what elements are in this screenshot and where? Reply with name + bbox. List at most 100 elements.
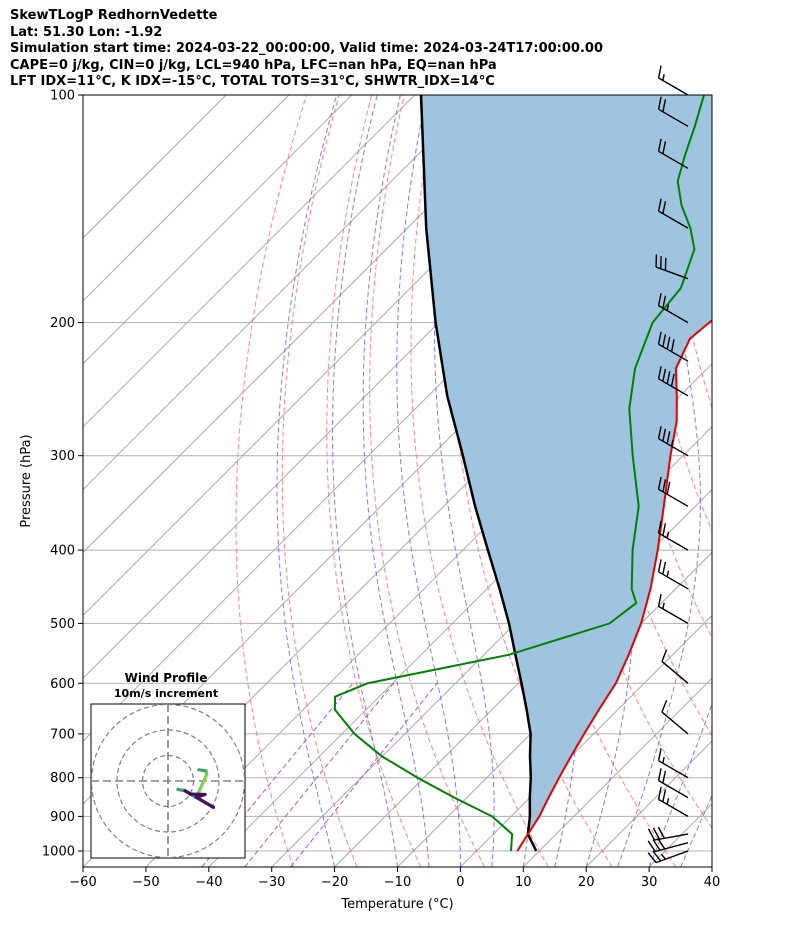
barb-half-flag [666, 531, 670, 539]
barb-shaft [658, 571, 689, 590]
barb-shaft [658, 378, 689, 397]
time-line: Simulation start time: 2024-03-22_00:00:… [10, 41, 603, 56]
y-tick-label-5: 600 [50, 677, 75, 692]
barb-flag [661, 700, 668, 713]
barb-flag [657, 786, 662, 800]
chart-title: SkewTLogP RedhornVedette [10, 8, 218, 23]
barb-shaft [658, 304, 689, 324]
hodo-segment-14 [194, 795, 215, 809]
wind-barb-16 [655, 254, 689, 280]
x-tick-label-9: 30 [641, 875, 658, 890]
barb-flag [657, 426, 662, 439]
isotherm-40 [711, 866, 712, 867]
barb-shaft [658, 605, 689, 625]
location-line: Lat: 51.30 Lon: -1.92 [10, 24, 163, 40]
barb-flag [662, 428, 667, 442]
dry-adiabat-110 [763, 95, 794, 867]
barb-half-flag [666, 304, 670, 311]
barb-flag [657, 331, 662, 345]
barb-shaft [658, 108, 689, 127]
y-axis-title: Pressure (hPa) [19, 434, 34, 527]
y-tick-label-4: 500 [50, 617, 75, 632]
barb-flag [670, 373, 675, 387]
barb-flag [662, 99, 667, 112]
plot-area [83, 95, 794, 867]
wind-barb-19 [657, 96, 689, 127]
axes: −60 −50 −40 −30 −20 −10 0 10 20 30 40 100 200 300 400 5… [42, 89, 720, 891]
barb-shaft [661, 660, 689, 684]
x-tick-label-6: 0 [456, 875, 464, 890]
barb-flag [661, 649, 668, 662]
wind-barb-5 [657, 748, 689, 779]
y-tick-label-1: 200 [50, 316, 75, 331]
barb-flag [657, 826, 665, 839]
mixing-ratio-0.4 [290, 682, 438, 867]
barb-flag [662, 770, 667, 784]
y-tick-label-7: 800 [50, 771, 75, 786]
barb-flag [657, 593, 662, 607]
barb-flag [662, 334, 667, 347]
inset-content [91, 704, 245, 858]
y-tick-label-3: 400 [50, 544, 75, 559]
wind-barb-15 [657, 293, 689, 324]
barb-flag [657, 837, 666, 850]
barb-flag [666, 431, 671, 444]
wind-barb-1 [647, 837, 689, 853]
barb-shaft [654, 842, 689, 853]
isotherm--140 [83, 95, 353, 365]
inset-subtitle: 10m/s increment [114, 687, 218, 700]
barb-flag [657, 559, 662, 572]
barb-flag [657, 198, 662, 212]
barb-half-flag [662, 74, 665, 81]
x-tick-label-1: −50 [132, 875, 159, 890]
chart-header: SkewTLogP RedhornVedette Lat: 51.30 Lon:… [10, 8, 603, 91]
x-tick-label-5: −10 [384, 875, 411, 890]
barb-shaft [655, 266, 689, 280]
isotherm--150 [83, 95, 290, 302]
barb-shaft [658, 438, 689, 457]
isotherm--10 [397, 551, 712, 867]
barb-shaft [658, 532, 689, 551]
dry-adiabat-100 [730, 95, 794, 867]
isotherm-0 [460, 614, 712, 867]
barb-shaft [658, 798, 689, 818]
wind-barb-11 [657, 476, 689, 507]
isotherm--130 [83, 95, 416, 428]
barb-shaft [658, 150, 689, 169]
barb-flag [662, 523, 667, 536]
barb-flag [662, 561, 667, 575]
x-axis-title: Temperature (°C) [340, 897, 453, 912]
moist-adiabat--20 [276, 95, 338, 867]
x-tick-label-8: 20 [578, 875, 595, 890]
barb-flag [662, 368, 667, 382]
wind-barb-18 [657, 138, 689, 169]
wind-barb-4 [657, 768, 689, 799]
barb-flag [662, 479, 667, 492]
isotherm-10 [522, 677, 712, 867]
wind-barb-9 [657, 559, 689, 590]
moist-adiabat-30 [648, 702, 712, 867]
barb-flag [652, 839, 661, 851]
barb-flag [657, 96, 662, 110]
barb-flag [657, 476, 662, 490]
parcel-line [419, 95, 538, 852]
y-tick-label-6: 700 [50, 727, 75, 742]
mixing-ratio-0.2 [244, 682, 394, 867]
wind-barb-10 [657, 520, 689, 551]
barb-shaft [655, 850, 689, 864]
wind-barb-2 [647, 826, 689, 841]
barb-shaft [658, 210, 689, 229]
barb-half-flag [666, 570, 670, 577]
moist-adiabat--10 [331, 95, 398, 867]
hodo-segment-19 [183, 789, 193, 796]
barb-shaft [654, 833, 689, 841]
wind-barb-20 [657, 65, 689, 96]
wind-barb-3 [657, 786, 689, 818]
barb-flag [657, 138, 662, 152]
isotherm--120 [83, 95, 478, 491]
wind-barb-6 [661, 700, 689, 735]
barb-half-flag [670, 439, 674, 447]
y-tick-label-2: 300 [50, 449, 75, 464]
x-tick-label-2: −40 [195, 875, 222, 890]
barb-flag [662, 295, 667, 309]
